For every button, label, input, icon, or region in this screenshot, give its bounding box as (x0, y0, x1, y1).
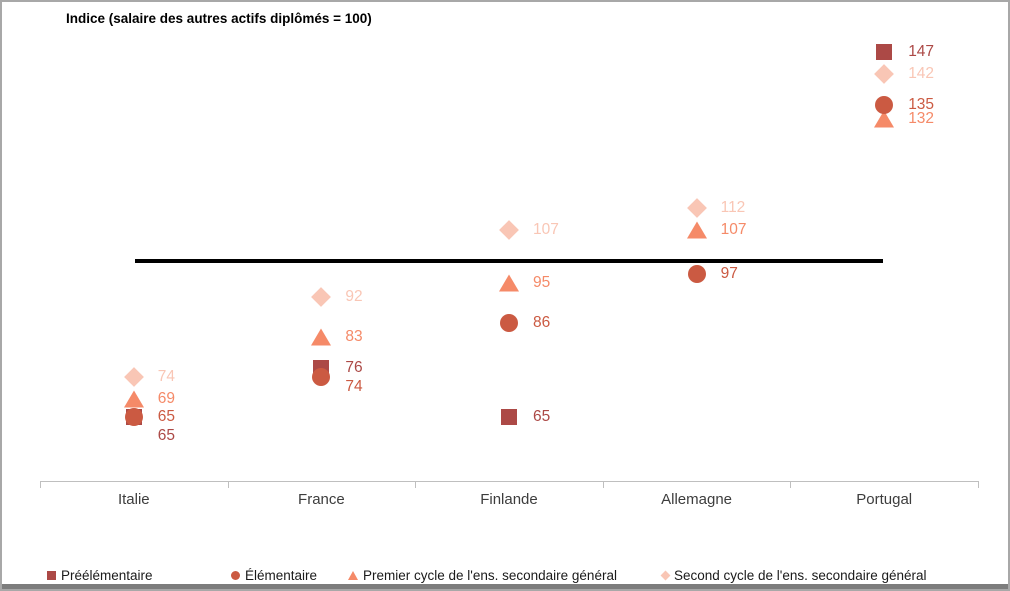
axis-tick (415, 481, 417, 488)
data-marker-circle (312, 367, 331, 386)
axis-tick (602, 481, 604, 488)
value-label: 135 (908, 96, 935, 114)
data-marker-diamond (311, 286, 332, 307)
data-marker-triangle (499, 274, 519, 292)
data-marker-triangle (874, 110, 895, 128)
data-marker-diamond (874, 64, 895, 84)
axis-tick (227, 481, 229, 488)
data-marker-triangle (686, 221, 707, 239)
axis-tick (790, 481, 792, 488)
legend-item-square: Préélémentaire (47, 566, 153, 584)
data-marker-circle (500, 314, 518, 333)
data-marker-circle (875, 96, 894, 115)
data-marker-square (501, 408, 517, 425)
legend-label: Élémentaire (245, 567, 318, 583)
value-label: 65 (157, 426, 176, 444)
axis-tick (978, 481, 979, 488)
category-label-1: Italie (117, 491, 150, 508)
value-label: 147 (908, 42, 935, 60)
circle-icon (231, 570, 240, 580)
data-marker-triangle (311, 328, 332, 346)
data-marker-diamond (123, 366, 144, 387)
data-marker-circle (687, 265, 706, 284)
value-label: 112 (720, 198, 746, 216)
data-marker-square (876, 43, 893, 60)
category-label-5: Portugal (856, 491, 913, 508)
triangle-icon (348, 570, 358, 580)
value-label: 107 (720, 220, 747, 238)
data-marker-diamond (686, 197, 707, 218)
data-marker-circle (124, 407, 143, 426)
legend-label: Premier cycle de l'ens. secondaire génér… (363, 567, 617, 583)
value-label: 132 (908, 109, 935, 127)
value-label: 69 (157, 389, 176, 407)
value-label: 65 (157, 407, 176, 425)
axis-tick (40, 481, 41, 488)
value-label: 92 (345, 287, 363, 305)
legend-item-diamond: Second cycle de l'ens. secondaire généra… (660, 566, 927, 584)
legend-label: Préélémentaire (61, 567, 153, 583)
legend-item-triangle: Premier cycle de l'ens. secondaire génér… (348, 566, 617, 584)
value-label: 142 (908, 65, 935, 83)
value-label: 83 (345, 327, 363, 345)
value-label: 95 (533, 274, 551, 292)
chart-title: Indice (salaire des autres actifs diplôm… (66, 11, 372, 26)
data-marker-diamond (499, 219, 519, 240)
diamond-icon (660, 570, 671, 580)
x-axis-line (40, 481, 978, 482)
value-label: 76 (345, 358, 363, 376)
value-label: 65 (533, 407, 551, 425)
value-label: 107 (533, 220, 559, 238)
value-label: 74 (157, 367, 176, 385)
legend-item-circle: Élémentaire (231, 566, 317, 584)
value-label: 86 (533, 314, 551, 332)
category-label-4: Allemagne (661, 491, 733, 508)
value-label: 74 (345, 377, 363, 395)
square-icon (47, 570, 56, 580)
data-marker-triangle (123, 390, 144, 408)
legend-label: Second cycle de l'ens. secondaire généra… (674, 567, 927, 583)
category-label-3: Finlande (480, 491, 538, 508)
reference-line-100 (134, 259, 884, 263)
category-label-2: France (298, 491, 345, 508)
value-label: 97 (720, 265, 738, 283)
bottom-border-bar (2, 584, 1008, 589)
